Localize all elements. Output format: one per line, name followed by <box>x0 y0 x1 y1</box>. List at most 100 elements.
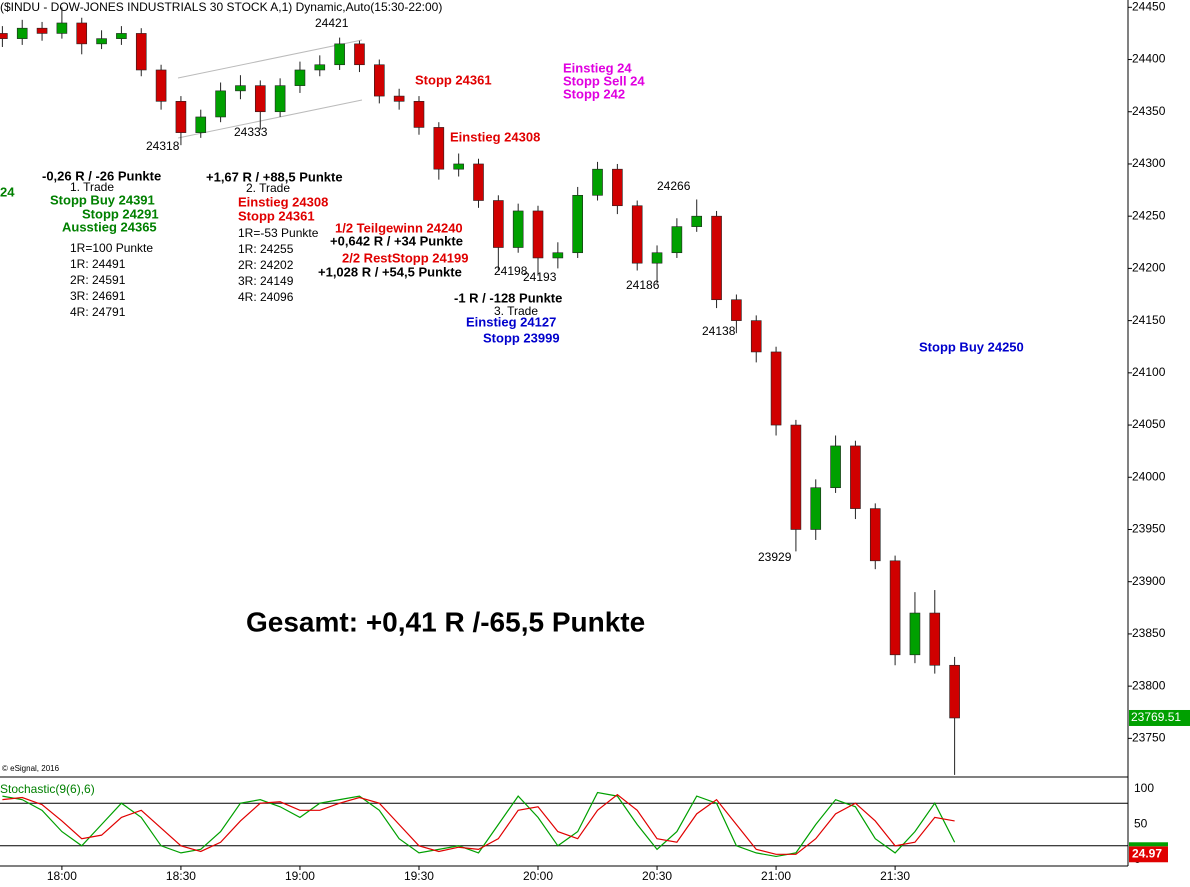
annotation: 24318 <box>146 139 180 153</box>
last-value-top <box>1129 842 1168 847</box>
y-tick-label: 23850 <box>1132 626 1166 640</box>
annotation: 3R: 24691 <box>70 289 126 303</box>
candle-body <box>750 320 762 353</box>
candle-body <box>56 22 68 34</box>
stochastic-line <box>2 791 956 858</box>
channel-line <box>177 99 363 139</box>
annotation: 24421 <box>315 16 349 30</box>
annotation: 24193 <box>523 270 557 284</box>
x-tick-label: 19:00 <box>285 869 315 883</box>
annotation: 1R: 24255 <box>238 242 294 256</box>
candle-body <box>572 194 583 254</box>
candle-body <box>592 168 603 196</box>
candle-body <box>512 210 524 248</box>
y-tick-label: 24150 <box>1132 313 1166 327</box>
candle-body <box>473 163 484 201</box>
y-tick-label: 24450 <box>1132 0 1166 13</box>
candle-body <box>532 210 544 259</box>
annotation: Einstieg 24308 <box>238 194 328 209</box>
annotation: 1/2 Teilgewinn 24240 <box>335 220 463 235</box>
candle-body <box>235 85 246 92</box>
candle-body <box>254 85 266 113</box>
candle-body <box>671 226 683 254</box>
annotation: Stopp Buy 24250 <box>919 339 1024 354</box>
annotation: 1R: 24491 <box>70 257 126 271</box>
candle-body <box>274 85 286 113</box>
annotation: Einstieg 24 <box>563 60 632 75</box>
channel-line <box>177 39 363 79</box>
annotation: 23929 <box>758 550 792 564</box>
y-tick-label: 23950 <box>1132 522 1166 536</box>
x-tick-label: 18:30 <box>166 869 196 883</box>
last-price-label: 23769.51 <box>1131 710 1181 724</box>
annotation: 2. Trade <box>246 181 290 195</box>
annotation: Einstieg 24127 <box>466 314 556 329</box>
indicator-title: Stochastic(9(6),6) <box>0 782 95 796</box>
stochastic-line <box>2 793 955 855</box>
annotation: 24198 <box>494 264 528 278</box>
annotation: 24186 <box>626 278 660 292</box>
last-price-box <box>1129 709 1190 726</box>
candle-body <box>96 38 107 45</box>
annotation: +1,67 R / +88,5 Punkte <box>206 169 343 184</box>
annotation: 4R: 24791 <box>70 305 126 319</box>
last-value-box <box>1129 846 1168 863</box>
annotation: 24266 <box>657 179 691 193</box>
candle-body <box>374 64 385 97</box>
x-tick-label: 21:30 <box>880 869 910 883</box>
candle-body <box>552 252 564 259</box>
candle-body <box>731 299 742 321</box>
candle-body <box>850 445 861 509</box>
annotation: -0,26 R / -26 Punkte <box>42 168 161 183</box>
y-tick-label: 50 <box>1134 817 1148 831</box>
y-tick-label: 23900 <box>1132 574 1166 588</box>
annotation: Stopp 24291 <box>82 206 159 221</box>
candle-body <box>493 200 504 248</box>
y-tick-label: 24050 <box>1132 417 1166 431</box>
annotation: Stopp Buy 24391 <box>50 192 155 207</box>
candle-body <box>869 508 881 562</box>
x-tick-label: 19:30 <box>404 869 434 883</box>
candle-body <box>215 90 226 118</box>
candle-body <box>195 116 207 133</box>
candle-body <box>393 95 405 102</box>
candle-body <box>0 33 8 39</box>
candle-body <box>135 33 147 71</box>
annotation: Einstieg 24308 <box>450 129 540 144</box>
annotation: 24333 <box>234 125 268 139</box>
annotation: Stopp 242 <box>563 86 625 101</box>
y-tick-label: 24000 <box>1132 469 1166 483</box>
x-tick-label: 20:30 <box>642 869 672 883</box>
annotation: 2R: 24591 <box>70 273 126 287</box>
candle-body <box>334 43 345 66</box>
candle-body <box>790 424 802 530</box>
annotation: 24 <box>0 184 15 199</box>
y-tick-label: 100 <box>1134 781 1154 795</box>
x-tick-label: 21:00 <box>761 869 791 883</box>
y-tick-label: 24400 <box>1132 52 1166 66</box>
y-tick-label: 24200 <box>1132 261 1166 275</box>
annotation: 3R: 24149 <box>238 274 294 288</box>
candle-body <box>413 101 425 128</box>
candle-body <box>889 560 901 656</box>
candle-body <box>155 69 167 102</box>
candle-body <box>453 163 464 170</box>
candle-body <box>909 612 921 656</box>
annotation: 1R=-53 Punkte <box>238 226 319 240</box>
candle-body <box>314 64 326 71</box>
last-value-label: 24.97 <box>1132 846 1162 860</box>
candle-body <box>691 215 703 227</box>
candle-body <box>770 351 782 426</box>
candle-body <box>631 205 643 264</box>
annotation: -1 R / -128 Punkte <box>454 290 562 305</box>
candle-body <box>949 664 960 719</box>
candle-body <box>810 487 822 530</box>
annotation: Stopp 24361 <box>238 208 315 223</box>
candle-body <box>433 127 445 170</box>
annotation: Stopp 24361 <box>415 72 492 87</box>
candle-body <box>76 22 88 45</box>
annotation: 3. Trade <box>494 304 538 318</box>
candle-body <box>354 43 365 66</box>
